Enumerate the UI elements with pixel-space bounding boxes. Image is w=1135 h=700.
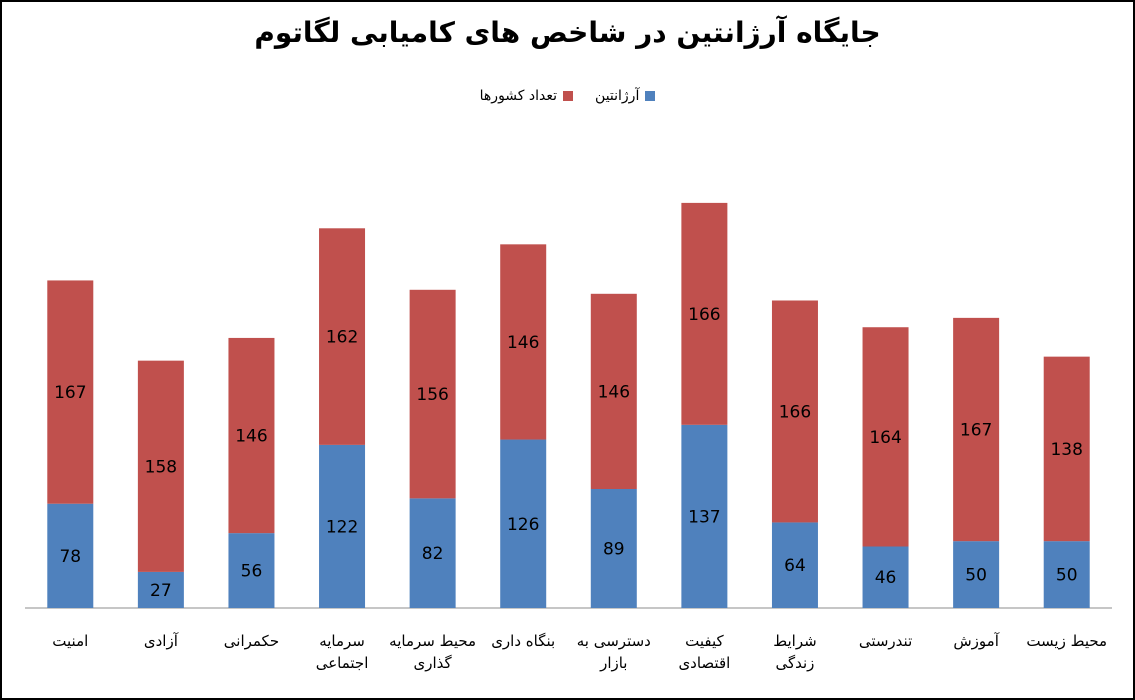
bar-segment-countries-4 xyxy=(409,289,456,499)
category-label-9: تندرستی xyxy=(859,632,912,650)
category-label-3: سرمایه اجتماعی xyxy=(316,632,369,672)
category-label-5: بنگاه داری xyxy=(491,632,555,650)
data-label-argentina-11: 50 xyxy=(1056,566,1078,586)
data-label-countries-4: 156 xyxy=(416,385,448,405)
bar-segment-argentina-9 xyxy=(862,546,909,608)
bar-segment-argentina-11 xyxy=(1043,541,1090,608)
data-label-argentina-6: 89 xyxy=(603,540,625,560)
data-label-argentina-7: 137 xyxy=(688,507,720,527)
category-label-11: محیط زیست xyxy=(1026,632,1107,650)
bar-segment-argentina-2 xyxy=(228,533,275,608)
legend-label-argentina: آرژانتین xyxy=(595,88,640,104)
bar-segment-countries-5 xyxy=(500,244,547,440)
data-label-countries-5: 146 xyxy=(507,333,539,353)
bar-segment-argentina-5 xyxy=(500,439,547,608)
data-label-countries-11: 138 xyxy=(1050,440,1082,460)
bar-segment-countries-7 xyxy=(681,202,728,425)
data-label-argentina-1: 27 xyxy=(150,581,172,601)
legend-item-argentina: آرژانتین xyxy=(595,88,656,104)
data-label-argentina-10: 50 xyxy=(965,566,987,586)
data-label-argentina-8: 64 xyxy=(784,556,806,576)
category-label-6: دسترسی به بازار xyxy=(577,632,651,672)
data-label-argentina-2: 56 xyxy=(241,562,263,582)
data-label-argentina-4: 82 xyxy=(422,544,444,564)
category-label-7: کیفیت اقتصادی xyxy=(678,632,730,672)
bar-segment-argentina-8 xyxy=(771,522,818,608)
bar-segment-argentina-4 xyxy=(409,498,456,608)
data-label-argentina-0: 78 xyxy=(59,547,81,567)
legend-swatch-argentina xyxy=(645,91,656,101)
data-label-argentina-5: 126 xyxy=(507,515,539,535)
bar-segment-countries-11 xyxy=(1043,356,1090,542)
bar-segment-argentina-0 xyxy=(47,503,94,608)
category-label-4: محیط سرمایه گذاری xyxy=(389,632,476,672)
bar-segment-countries-8 xyxy=(771,300,818,523)
bar-segment-argentina-1 xyxy=(137,571,184,608)
data-label-argentina-9: 46 xyxy=(875,568,897,588)
bar-segment-countries-2 xyxy=(228,337,275,534)
bar-segment-argentina-7 xyxy=(681,424,728,608)
data-label-countries-9: 164 xyxy=(869,428,901,448)
bar-segment-countries-6 xyxy=(590,293,637,490)
data-label-countries-1: 158 xyxy=(145,457,177,477)
data-label-countries-6: 146 xyxy=(598,382,630,402)
category-label-10: آموزش xyxy=(953,632,999,650)
data-label-countries-3: 162 xyxy=(326,328,358,348)
bar-segment-countries-1 xyxy=(137,360,184,572)
bar-segment-countries-3 xyxy=(319,228,366,445)
bar-segment-argentina-3 xyxy=(319,444,366,608)
legend-item-countries: تعداد کشورها xyxy=(479,88,574,104)
data-label-countries-10: 167 xyxy=(960,421,992,441)
bar-segment-argentina-6 xyxy=(590,489,637,608)
legend: آرژانتین تعداد کشورها xyxy=(2,88,1133,104)
bar-segment-countries-10 xyxy=(953,317,1000,542)
data-label-countries-2: 146 xyxy=(235,427,267,447)
legend-label-countries: تعداد کشورها xyxy=(479,88,558,104)
data-label-countries-0: 167 xyxy=(54,383,86,403)
category-label-0: امنیت xyxy=(52,632,88,650)
bar-segment-countries-0 xyxy=(47,280,94,504)
chart-title: جایگاه آرژانتین در شاخص های کامیابی لگات… xyxy=(254,16,881,49)
data-label-countries-7: 166 xyxy=(688,305,720,325)
category-label-1: آزادی xyxy=(144,632,179,650)
bar-segment-countries-9 xyxy=(862,327,909,547)
data-label-argentina-3: 122 xyxy=(326,517,358,537)
legend-swatch-countries xyxy=(563,91,574,101)
bar-segment-argentina-10 xyxy=(953,541,1000,608)
category-label-8: شرایط زندگی xyxy=(773,632,816,672)
category-label-2: حکمرانی xyxy=(224,632,279,650)
data-label-countries-8: 166 xyxy=(779,402,811,422)
